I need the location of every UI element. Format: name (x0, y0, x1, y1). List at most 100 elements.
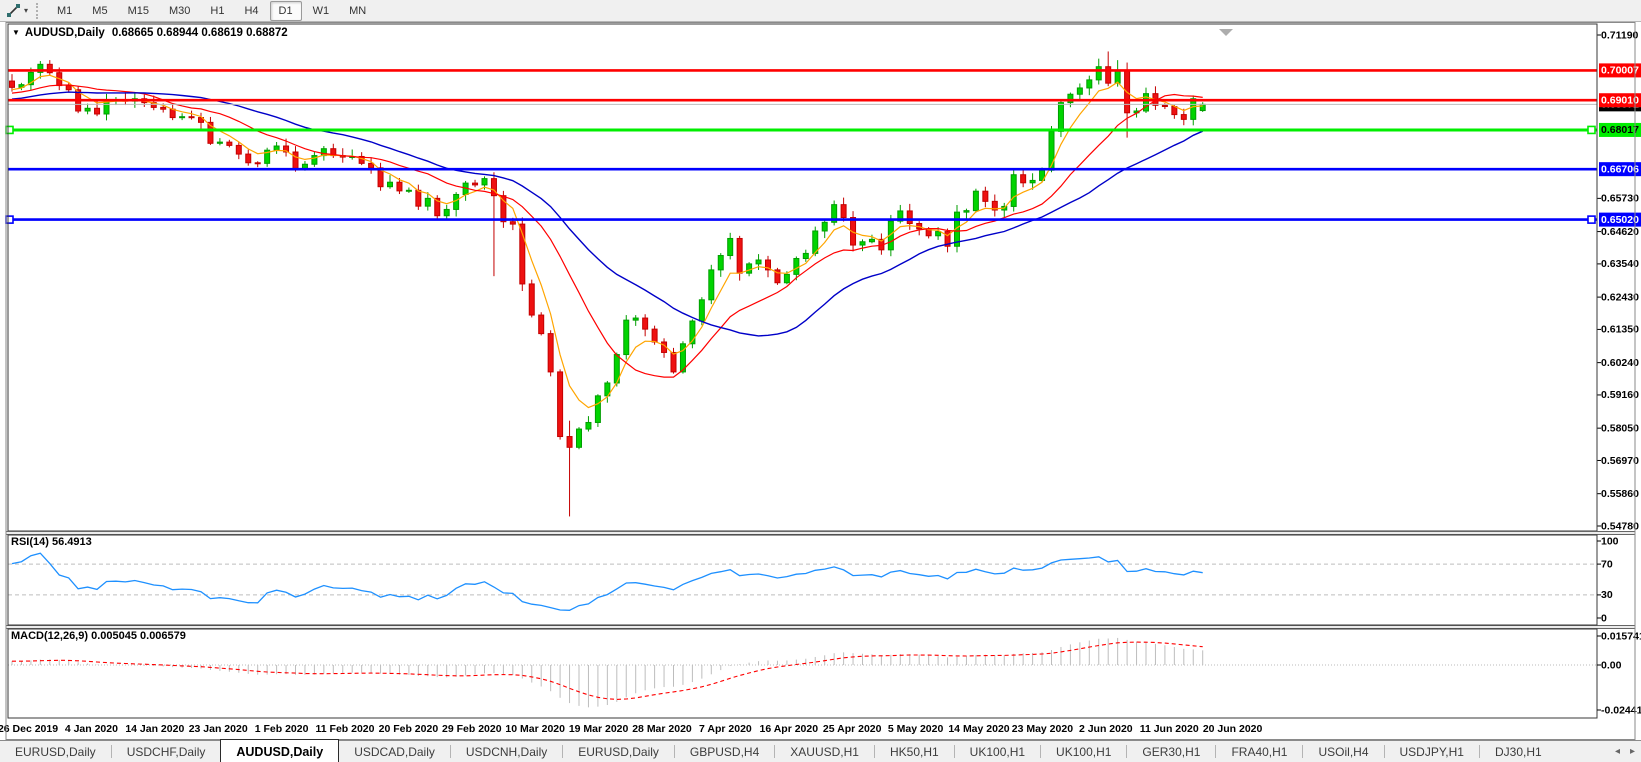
date-label: 26 Dec 2019 (0, 723, 58, 735)
price-badge-0.65020: 0.65020 (1601, 214, 1639, 226)
date-label: 10 Mar 2020 (505, 723, 565, 735)
date-label: 4 Jan 2020 (65, 723, 118, 735)
chart-tab-ger30-h1[interactable]: GER30,H1 (1142, 744, 1201, 759)
candle (717, 255, 724, 271)
candle (37, 63, 44, 73)
timeframe-button-mn[interactable]: MN (349, 4, 367, 17)
chart-tab-fra40-h1[interactable]: FRA40,H1 (1231, 744, 1288, 759)
candle (547, 333, 554, 373)
svg-text:0.54780: 0.54780 (1601, 520, 1639, 532)
timeframe-button-h1[interactable]: H1 (210, 4, 225, 17)
candle (982, 190, 989, 202)
date-label: 23 Jan 2020 (189, 723, 248, 735)
candle (585, 421, 592, 430)
date-label: 11 Jun 2020 (1140, 723, 1199, 735)
date-label: 23 May 2020 (1012, 723, 1073, 735)
time-axis: 26 Dec 2019 4 Jan 2020 14 Jan 2020 23 Jan 2… (0, 723, 1263, 735)
price-badge-0.70007: 0.70007 (1601, 65, 1639, 77)
svg-text:0.61350: 0.61350 (1601, 324, 1639, 336)
candle (1095, 66, 1102, 81)
timeframe-button-m1[interactable]: M1 (57, 4, 73, 17)
ma-fast-line[interactable] (11, 74, 1203, 409)
candle (472, 182, 479, 186)
chart-tab-usdcad-daily[interactable]: USDCAD,Daily (354, 744, 435, 759)
candle (793, 258, 800, 275)
chart-tab-uk100-h1[interactable]: UK100,H1 (969, 744, 1026, 759)
chart-tab-eurusd-daily[interactable]: EURUSD,Daily (578, 744, 659, 759)
tab-scroll-left-icon[interactable]: ◂ (1614, 746, 1620, 757)
candle (698, 299, 705, 322)
date-label: 1 Feb 2020 (255, 723, 309, 735)
candle (736, 237, 743, 274)
chart-tab-usdchf-daily[interactable]: USDCHF,Daily (126, 744, 206, 759)
chart-tab-audusd-daily[interactable]: AUDUSD,Daily (220, 739, 340, 762)
chart-tab-usdcnh-daily[interactable]: USDCNH,Daily (465, 744, 548, 759)
candle (84, 107, 91, 112)
candle (283, 145, 290, 153)
chart-tab-dj30-h1[interactable]: DJ30,H1 (1494, 744, 1542, 759)
candle (935, 231, 942, 237)
candle (65, 85, 72, 91)
hline-handle[interactable] (1587, 125, 1596, 135)
candle (1180, 114, 1187, 120)
timeframe-button-w1[interactable]: W1 (312, 4, 330, 17)
candle (831, 204, 838, 223)
chart-tab-eurusd-daily[interactable]: EURUSD,Daily (15, 744, 96, 759)
chart-tab-xauusd-h1[interactable]: XAUUSD,H1 (790, 744, 859, 759)
candle (490, 178, 497, 197)
trendline-icon (7, 4, 20, 17)
candle (1057, 102, 1064, 132)
date-label: 7 Apr 2020 (699, 723, 752, 735)
svg-text:0.71190: 0.71190 (1601, 29, 1639, 41)
candle (368, 162, 375, 169)
chart-canvas[interactable]: 0.71190 0.65730 0.64620 0.63540 0.62430 0.613… (0, 22, 1641, 740)
candle (1199, 103, 1206, 112)
date-label: 14 Jan 2020 (125, 723, 184, 735)
chart-tab-gbpusd-h4[interactable]: GBPUSD,H4 (689, 744, 760, 759)
svg-text:0.59160: 0.59160 (1601, 389, 1639, 401)
candle (802, 252, 809, 260)
hline-handle[interactable] (5, 125, 14, 135)
date-label: 5 May 2020 (888, 723, 944, 735)
candle (27, 71, 34, 86)
chart-tab-usoil-h4[interactable]: USOil,H4 (1318, 744, 1369, 759)
svg-text:0: 0 (1601, 612, 1607, 624)
date-label: 20 Jun 2020 (1203, 723, 1263, 735)
ma-medium-line[interactable] (11, 84, 1203, 378)
candle (160, 106, 167, 110)
candle (245, 153, 252, 164)
svg-text:0.00: 0.00 (1601, 659, 1622, 671)
candle (594, 395, 601, 423)
trendline-cursor-tool[interactable]: ▾ (0, 0, 34, 21)
tab-scroll-arrows: ◂ ▸ (1615, 741, 1635, 762)
candle (1143, 93, 1149, 112)
timeframe-button-d1[interactable]: D1 (269, 0, 302, 21)
hline-handle[interactable] (5, 215, 14, 224)
candle (273, 145, 280, 151)
candle (405, 189, 412, 192)
toolbar-grip[interactable] (36, 2, 43, 19)
hline-handle[interactable] (1587, 215, 1596, 224)
chart-shift-marker[interactable] (1219, 29, 1233, 36)
timeframe-button-m30[interactable]: M30 (168, 4, 191, 17)
chart-tab-uk100-h1[interactable]: UK100,H1 (1056, 744, 1112, 759)
svg-text:70: 70 (1601, 558, 1613, 570)
collapse-triangle-icon[interactable]: ▼ (12, 28, 20, 37)
candle (972, 190, 979, 212)
price-badge-0.66706: 0.66706 (1601, 163, 1639, 175)
timeframe-button-h4[interactable]: H4 (244, 4, 259, 17)
candle (850, 217, 857, 246)
tab-divider (873, 745, 875, 758)
candle (774, 269, 781, 284)
tab-divider (1383, 745, 1385, 758)
date-label: 11 Feb 2020 (316, 723, 375, 735)
tab-scroll-right-icon[interactable]: ▸ (1629, 746, 1635, 757)
candle (651, 328, 658, 343)
candle (991, 200, 998, 211)
timeframe-button-m15[interactable]: M15 (127, 4, 149, 17)
candle (481, 178, 488, 186)
candle (1010, 174, 1017, 207)
timeframe-button-m5[interactable]: M5 (92, 4, 108, 17)
chart-tab-hk50-h1[interactable]: HK50,H1 (889, 744, 939, 759)
chart-tab-usdjpy-h1[interactable]: USDJPY,H1 (1399, 744, 1464, 759)
